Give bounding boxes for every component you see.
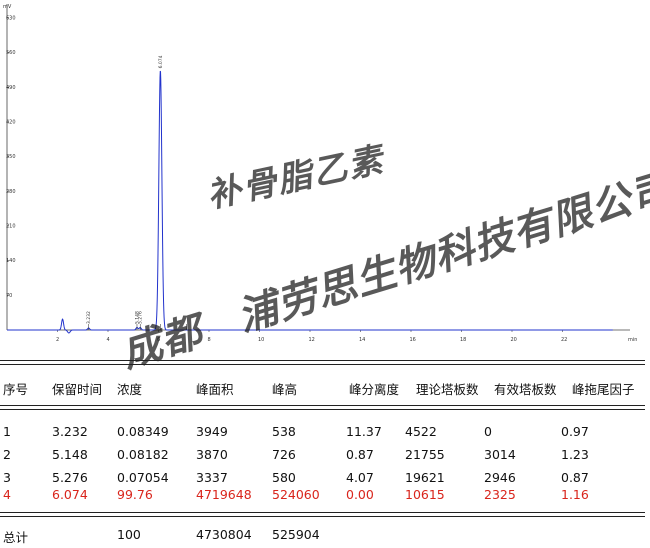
table-cell: 10615 — [405, 487, 445, 502]
peak-table: 序号 保留时间 浓度 峰面积 峰高 峰分离度 理论塔板数 有效塔板数 峰拖尾因子 1 3.232 0… — [0, 345, 650, 548]
table-cell: 0.08182 — [117, 447, 169, 462]
total-area: 4730804 — [196, 527, 252, 542]
y-axis-unit: mV — [3, 4, 12, 10]
column-header: 理论塔板数 — [416, 382, 479, 397]
table-cell: 3.232 — [52, 424, 88, 439]
table-cell: 2325 — [484, 487, 516, 502]
x-tick-label: 6 — [157, 337, 160, 343]
table-bottom-rule — [0, 512, 645, 517]
table-cell: 19621 — [405, 470, 445, 485]
table-cell: 5.148 — [52, 447, 88, 462]
table-header-rule — [0, 405, 645, 410]
x-tick-label: 12 — [309, 337, 315, 343]
x-tick-label: 10 — [258, 337, 264, 343]
table-cell: 0.97 — [561, 424, 589, 439]
table-cell: 726 — [272, 447, 296, 462]
x-tick-label: 2 — [56, 337, 59, 343]
column-header: 峰拖尾因子 — [572, 382, 635, 397]
chromatogram-trace — [7, 70, 613, 334]
y-tick-label: 630 — [6, 15, 16, 21]
table-cell: 3014 — [484, 447, 516, 462]
table-cell: 2946 — [484, 470, 516, 485]
x-axis-ticks: 2 4 6 8 10 12 14 16 18 20 22 — [56, 330, 567, 343]
table-cell: 0.87 — [346, 447, 374, 462]
column-header: 浓度 — [117, 382, 143, 397]
x-tick-label: 8 — [208, 337, 211, 343]
column-header: 峰分离度 — [349, 382, 400, 397]
table-cell: 3870 — [196, 447, 228, 462]
table-cell: 0 — [484, 424, 492, 439]
x-tick-label: 20 — [511, 337, 517, 343]
y-tick-label: 350 — [6, 154, 16, 160]
x-tick-label: 4 — [107, 337, 110, 343]
table-cell: 3949 — [196, 424, 228, 439]
table-cell: 3 — [3, 470, 11, 485]
column-header: 保留时间 — [52, 382, 103, 397]
column-header: 峰面积 — [196, 382, 234, 397]
peak-label: 5.148 — [134, 311, 140, 324]
table-cell: 538 — [272, 424, 296, 439]
peak-label: 5.276 — [138, 311, 144, 324]
table-cell: 1 — [3, 424, 11, 439]
table-cell: 1.23 — [561, 447, 589, 462]
y-tick-label: 70 — [6, 293, 12, 299]
chromatogram-chart: 70 140 210 280 350 420 490 560 630 2 4 6 8 10 12 14 16 1… — [3, 4, 637, 343]
table-cell: 4719648 — [196, 487, 252, 502]
table-cell: 0.87 — [561, 470, 589, 485]
table-cell: 4522 — [405, 424, 437, 439]
x-tick-label: 14 — [359, 337, 365, 343]
table-cell: 0.08349 — [117, 424, 169, 439]
table-cell: 524060 — [272, 487, 320, 502]
table-cell: 6.074 — [52, 487, 88, 502]
total-height: 525904 — [272, 527, 320, 542]
table-cell: 99.76 — [117, 487, 153, 502]
table-cell: 21755 — [405, 447, 445, 462]
x-tick-label: 18 — [460, 337, 466, 343]
peak-label: 6.074 — [158, 55, 164, 68]
table-cell: 11.37 — [346, 424, 382, 439]
table-cell: 2 — [3, 447, 11, 462]
column-header: 序号 — [3, 382, 29, 397]
y-tick-label: 140 — [6, 258, 16, 264]
y-tick-label: 490 — [6, 85, 16, 91]
x-tick-label: 16 — [410, 337, 416, 343]
y-tick-label: 560 — [6, 50, 16, 56]
table-cell: 580 — [272, 470, 296, 485]
table-cell: 0.00 — [346, 487, 374, 502]
total-label: 总计 — [3, 530, 29, 545]
y-tick-label: 210 — [6, 223, 16, 229]
peak-label: 3.232 — [86, 311, 92, 324]
y-tick-label: 280 — [6, 189, 16, 195]
table-cell: 0.07054 — [117, 470, 169, 485]
table-cell: 1.16 — [561, 487, 589, 502]
y-tick-label: 420 — [6, 119, 16, 125]
column-header: 峰高 — [272, 382, 298, 397]
x-tick-label: 22 — [561, 337, 567, 343]
table-top-rule — [0, 360, 645, 365]
column-header: 有效塔板数 — [494, 382, 557, 397]
total-concentration: 100 — [117, 527, 141, 542]
table-cell: 5.276 — [52, 470, 88, 485]
table-cell: 4 — [3, 487, 11, 502]
y-axis-ticks: 70 140 210 280 350 420 490 560 630 — [6, 15, 16, 298]
x-axis-unit: min — [628, 337, 637, 343]
table-cell: 3337 — [196, 470, 228, 485]
table-cell: 4.07 — [346, 470, 374, 485]
